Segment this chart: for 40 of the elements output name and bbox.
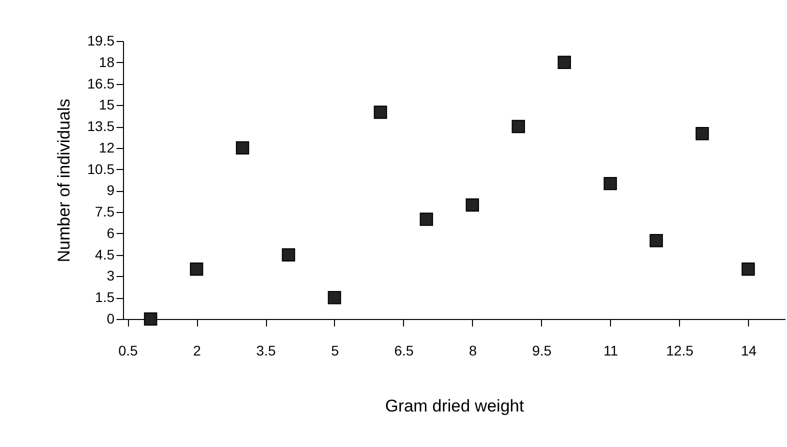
x-tick-label: 2 bbox=[193, 342, 202, 358]
x-tick-label: 14 bbox=[740, 342, 757, 358]
x-tick-label: 8 bbox=[468, 342, 477, 358]
point bbox=[650, 234, 663, 248]
point bbox=[742, 262, 755, 276]
y-tick-label: 4.5 bbox=[95, 246, 115, 262]
x-tick-label: 3.5 bbox=[256, 342, 276, 358]
y-tick-label: 16.5 bbox=[87, 75, 115, 92]
point bbox=[512, 120, 525, 134]
point bbox=[144, 312, 158, 326]
x-tick-label: 9.5 bbox=[532, 342, 552, 358]
point bbox=[466, 198, 480, 212]
point bbox=[558, 56, 571, 70]
point bbox=[696, 127, 709, 140]
y-tick-label: 13.5 bbox=[87, 118, 115, 134]
y-tick-label: 19.5 bbox=[87, 32, 115, 48]
y-tick-label: 0 bbox=[106, 310, 115, 326]
y-tick-label: 18 bbox=[98, 54, 115, 70]
point bbox=[328, 290, 342, 304]
y-tick-label: 7.5 bbox=[95, 204, 115, 220]
x-tick-label: 5 bbox=[331, 342, 340, 358]
y-tick-label: 3 bbox=[106, 268, 115, 284]
point bbox=[236, 141, 250, 155]
x-tick-label: 0.5 bbox=[118, 342, 138, 358]
x-axis-title: Gram dried weight bbox=[385, 396, 524, 416]
y-axis-title: Number of individuals bbox=[54, 98, 74, 262]
y-tick-label: 10.5 bbox=[87, 160, 115, 177]
point bbox=[282, 248, 296, 262]
y-tick-label: 12 bbox=[98, 139, 115, 156]
y-tick-label: 15 bbox=[98, 96, 115, 113]
point bbox=[374, 106, 388, 119]
y-tick-label: 9 bbox=[106, 182, 115, 198]
point bbox=[190, 262, 204, 276]
point bbox=[420, 212, 434, 226]
x-tick-label: 11 bbox=[604, 342, 618, 358]
y-tick-label: 1.5 bbox=[95, 289, 115, 306]
x-tick-label: 6.5 bbox=[394, 342, 414, 358]
x-tick-label: 12.5 bbox=[666, 342, 694, 358]
y-tick-label: 6 bbox=[106, 224, 115, 241]
point bbox=[604, 176, 617, 190]
